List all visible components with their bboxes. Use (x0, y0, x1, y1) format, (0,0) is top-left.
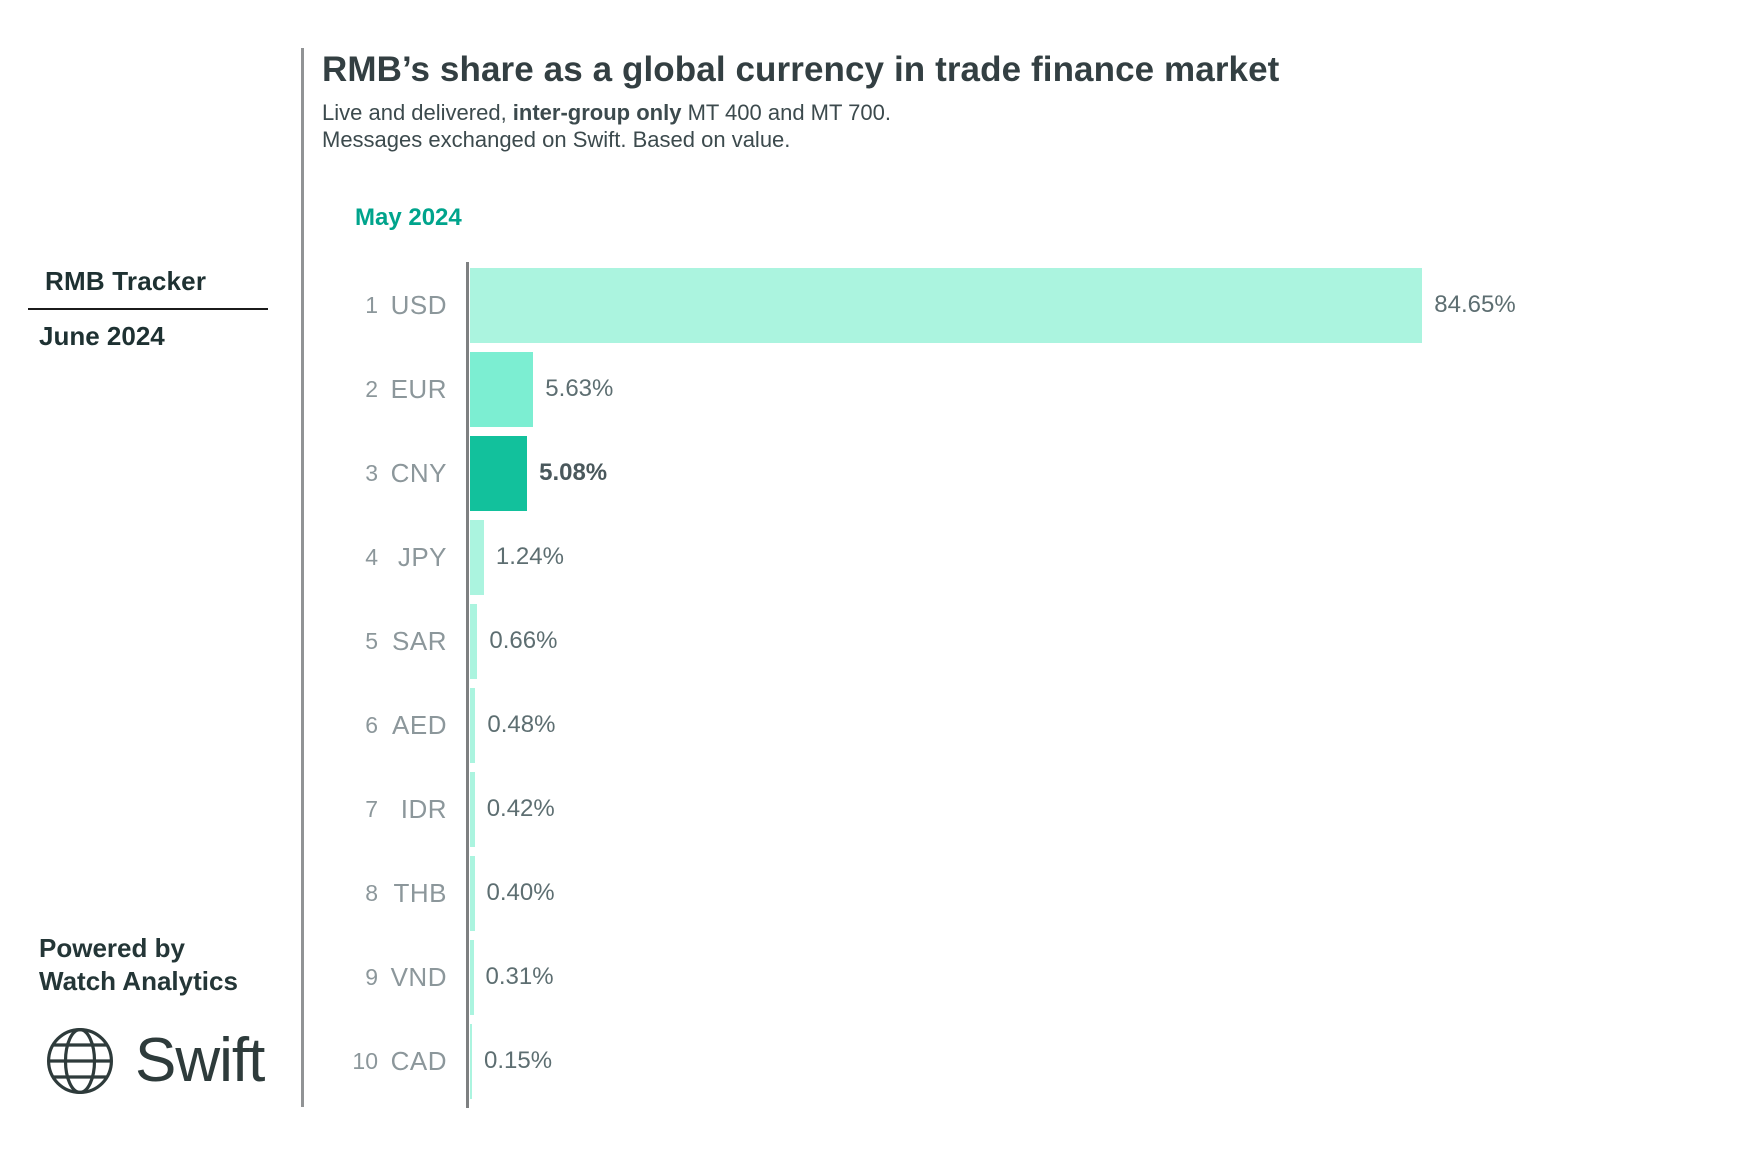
bar-aed (470, 687, 476, 763)
globe-icon (47, 1028, 113, 1094)
bar-jpy (470, 519, 484, 595)
issue-date: June 2024 (39, 321, 165, 351)
bar-zone: 0.48% (470, 687, 556, 763)
bar-eur (470, 351, 534, 427)
chart-axis-line (466, 262, 469, 1108)
chart-row-vnd: 9 VND 0.31% (322, 935, 1516, 1019)
currency-label: JPY (397, 541, 447, 572)
value-label: 5.08% (539, 459, 608, 486)
bar-idr (470, 771, 475, 847)
currency-label: SAR (392, 625, 447, 656)
currency-label: EUR (390, 373, 447, 404)
bar-sar (470, 603, 478, 679)
bar-zone: 0.42% (470, 771, 555, 847)
rank-label: 2 (365, 375, 378, 402)
currency-label: IDR (400, 793, 447, 824)
chart-row-usd: 1 USD 84.65% (322, 263, 1516, 347)
value-label: 0.48% (487, 711, 556, 738)
bar-cad (470, 1023, 472, 1099)
subtitle-prefix: Live and delivered, (322, 100, 513, 125)
subtitle-line1: Live and delivered, inter-group only MT … (322, 100, 891, 126)
bar-zone: 84.65% (470, 267, 1516, 343)
value-label: 84.65% (1434, 291, 1516, 318)
period-label: May 2024 (355, 204, 462, 231)
bar-zone: 0.15% (470, 1023, 553, 1099)
rank-label: 6 (365, 711, 378, 738)
currency-label: THB (393, 877, 447, 908)
chart-row-eur: 2 EUR 5.63% (322, 347, 1516, 431)
chart-row-idr: 7 IDR 0.42% (322, 767, 1516, 851)
chart-row-jpy: 4 JPY 1.24% (322, 515, 1516, 599)
bar-chart: 1 USD 84.65% 2 EUR 5.63% 3 CNY 5.08% 4 JPY 1.24% 5 SA… (322, 263, 1516, 1103)
chart-row-aed: 6 AED 0.48% (322, 683, 1516, 767)
bar-cny (470, 435, 528, 511)
swift-wordmark: Swift (135, 1026, 265, 1095)
value-label: 5.63% (545, 375, 614, 402)
bar-zone: 1.24% (470, 519, 564, 595)
rank-label: 4 (365, 543, 378, 570)
currency-label: USD (390, 289, 447, 320)
bar-zone: 5.08% (470, 435, 608, 511)
rank-label: 9 (365, 963, 378, 990)
rank-label: 8 (365, 879, 378, 906)
page-title: RMB’s share as a global currency in trad… (322, 50, 1280, 89)
value-label: 1.24% (495, 543, 564, 570)
rank-label: 5 (365, 627, 378, 654)
vertical-divider (301, 48, 304, 1107)
subtitle-suffix: MT 400 and MT 700. (681, 100, 891, 125)
currency-label: CAD (390, 1045, 447, 1076)
subtitle-bold-segment: inter-group only (512, 100, 682, 125)
value-label: 0.15% (484, 1047, 553, 1074)
chart-row-sar: 5 SAR 0.66% (322, 599, 1516, 683)
bar-usd (470, 267, 1423, 343)
watch-analytics-text: Watch Analytics (39, 966, 238, 996)
currency-label: VND (390, 961, 447, 992)
bar-zone: 0.40% (470, 855, 555, 931)
bar-thb (470, 855, 475, 931)
value-label: 0.42% (486, 795, 555, 822)
tracker-underline (28, 308, 268, 310)
swift-logo: Swift (45, 1026, 265, 1096)
chart-row-cny: 3 CNY 5.08% (322, 431, 1516, 515)
currency-label: AED (392, 709, 447, 740)
rank-label: 1 (365, 291, 378, 318)
chart-row-thb: 8 THB 0.40% (322, 851, 1516, 935)
bar-zone: 0.31% (470, 939, 554, 1015)
bar-vnd (470, 939, 474, 1015)
value-label: 0.40% (486, 879, 555, 906)
rank-label: 7 (365, 795, 378, 822)
powered-by-text: Powered by (39, 933, 185, 963)
rank-label: 3 (365, 459, 378, 486)
rmb-tracker-label: RMB Tracker (45, 266, 207, 296)
chart-row-cad: 10 CAD 0.15% (322, 1019, 1516, 1103)
subtitle-line2: Messages exchanged on Swift. Based on va… (322, 127, 791, 152)
bar-zone: 0.66% (470, 603, 558, 679)
value-label: 0.31% (485, 963, 554, 990)
rank-label: 10 (352, 1047, 378, 1074)
currency-label: CNY (390, 457, 447, 488)
value-label: 0.66% (489, 627, 558, 654)
bar-zone: 5.63% (470, 351, 614, 427)
